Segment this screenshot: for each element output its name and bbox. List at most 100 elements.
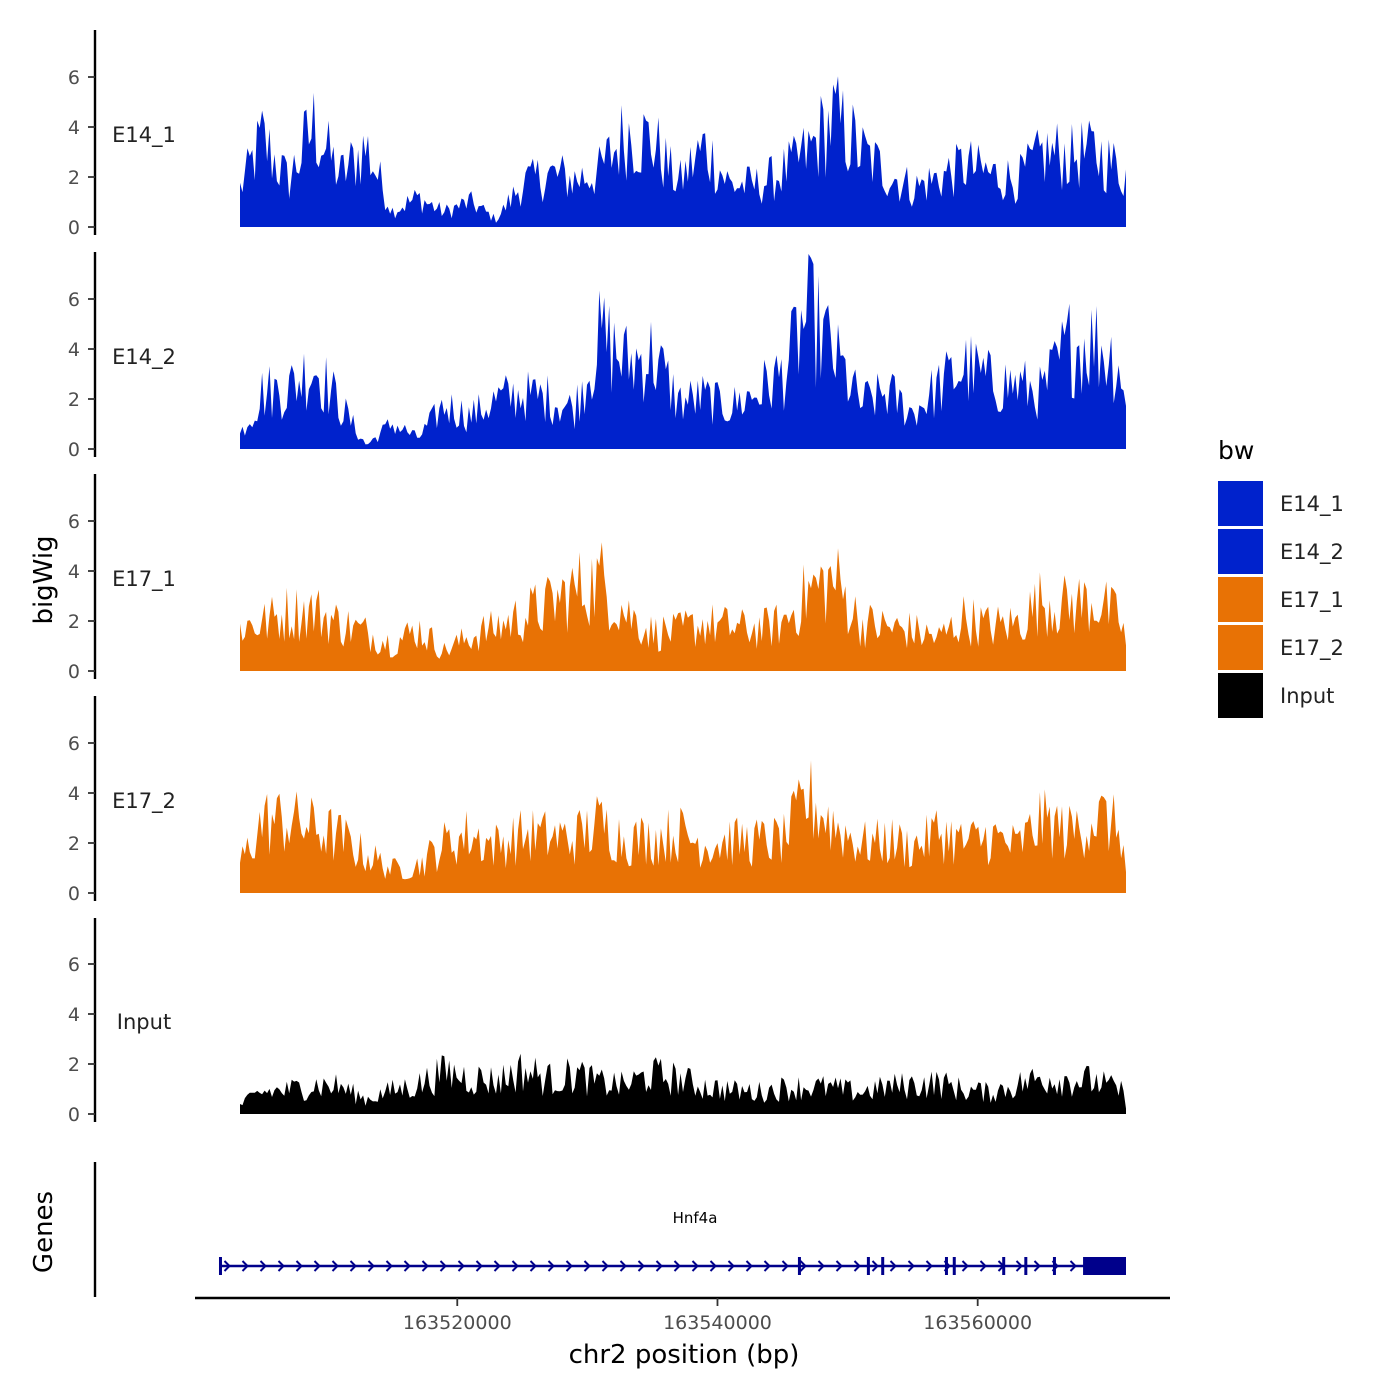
- strand-arrow: [241, 1260, 249, 1272]
- y-tick-label: 4: [68, 339, 80, 361]
- legend: bw E14_1 E14_2 E17_1 E17_2 Input: [1218, 436, 1344, 718]
- strand-arrow: [367, 1260, 375, 1272]
- strand-arrow: [727, 1260, 735, 1272]
- legend-swatch: [1218, 673, 1263, 718]
- track-label: E14_1: [112, 123, 176, 148]
- strand-arrow: [619, 1260, 627, 1272]
- exon: [952, 1257, 956, 1275]
- strand-arrow: [493, 1260, 501, 1272]
- strand-arrow: [691, 1260, 699, 1272]
- y-tick-label: 6: [68, 289, 80, 311]
- legend-label: E17_1: [1280, 588, 1344, 613]
- strand-arrow: [259, 1260, 267, 1272]
- strand-arrow: [817, 1260, 825, 1272]
- strand-arrow: [853, 1260, 861, 1272]
- legend-item: E14_2: [1218, 529, 1344, 574]
- exon: [1024, 1257, 1028, 1275]
- coverage-area-e17-1: [240, 542, 1126, 671]
- track-e17-1: 0 2 4 6 E17_1: [68, 474, 1126, 683]
- strand-arrow: [709, 1260, 717, 1272]
- track-label: Input: [117, 1010, 171, 1034]
- strand-arrow: [835, 1260, 843, 1272]
- coverage-area-input: [240, 1053, 1126, 1114]
- strand-arrow: [547, 1260, 555, 1272]
- strand-arrow: [313, 1260, 321, 1272]
- y-tick-label: 4: [68, 1004, 80, 1026]
- legend-swatch: [1218, 529, 1263, 574]
- y-tick-label: 2: [68, 389, 80, 411]
- y-tick-label: 0: [68, 661, 80, 683]
- exon-utr: [1083, 1257, 1126, 1275]
- gene-track-title: Genes: [29, 1191, 59, 1273]
- strand-arrow: [475, 1260, 483, 1272]
- legend-label: E14_2: [1280, 540, 1344, 565]
- x-tick-label: 163540000: [663, 1312, 772, 1334]
- legend-swatch: [1218, 577, 1263, 622]
- legend-swatch: [1218, 481, 1263, 526]
- strand-arrow: [331, 1260, 339, 1272]
- x-axis: 163520000 163540000 163560000: [195, 1296, 1170, 1334]
- strand-arrow: [925, 1260, 933, 1272]
- strand-arrow: [511, 1260, 519, 1272]
- y-tick-label: 4: [68, 117, 80, 139]
- track-label: E17_1: [112, 567, 176, 592]
- legend-item: E14_1: [1218, 481, 1344, 526]
- strand-arrow: [295, 1260, 303, 1272]
- y-tick-label: 6: [68, 954, 80, 976]
- coverage-area-e14-2: [240, 254, 1126, 449]
- x-tick-label: 163560000: [923, 1312, 1032, 1334]
- strand-arrow: [781, 1260, 789, 1272]
- strand-arrow: [871, 1260, 879, 1272]
- y-tick-label: 6: [68, 67, 80, 89]
- legend-item: E17_2: [1218, 625, 1344, 670]
- gene-track: Hnf4a: [93, 1162, 1126, 1297]
- y-tick-label: 4: [68, 783, 80, 805]
- exon: [1002, 1257, 1006, 1275]
- y-tick-label: 0: [68, 883, 80, 905]
- strand-arrow: [349, 1260, 357, 1272]
- legend-label: E17_2: [1280, 636, 1344, 661]
- strand-arrow: [1033, 1260, 1041, 1272]
- track-e17-2: 0 2 4 6 E17_2: [68, 696, 1126, 905]
- y-tick-label: 2: [68, 611, 80, 633]
- track-e14-1: 0 2 4 6 E14_1: [68, 30, 1126, 239]
- strand-arrow: [601, 1260, 609, 1272]
- strand-arrow: [979, 1260, 987, 1272]
- y-axis-title: bigWig: [29, 535, 59, 624]
- exon: [797, 1257, 801, 1275]
- strand-arrow: [457, 1260, 465, 1272]
- y-tick-label: 6: [68, 511, 80, 533]
- strand-arrow: [421, 1260, 429, 1272]
- x-tick-label: 163520000: [403, 1312, 512, 1334]
- strand-arrow: [961, 1260, 969, 1272]
- legend-swatch: [1218, 625, 1263, 670]
- exon: [866, 1257, 870, 1275]
- strand-arrow: [1069, 1260, 1077, 1272]
- gene-name: Hnf4a: [673, 1209, 718, 1227]
- legend-title: bw: [1218, 436, 1254, 465]
- coverage-area-e14-1: [240, 76, 1126, 227]
- y-tick-label: 2: [68, 167, 80, 189]
- exon: [881, 1257, 885, 1275]
- track-label: E17_2: [112, 789, 176, 814]
- track-label: E14_2: [112, 345, 176, 370]
- legend-item: Input: [1218, 673, 1334, 718]
- y-tick-label: 0: [68, 439, 80, 461]
- strand-arrow: [277, 1260, 285, 1272]
- strand-arrow: [889, 1260, 897, 1272]
- track-e14-2: 0 2 4 6 E14_2: [68, 252, 1126, 461]
- x-axis-title: chr2 position (bp): [569, 1340, 800, 1370]
- strand-arrow: [799, 1260, 807, 1272]
- y-tick-label: 2: [68, 1054, 80, 1076]
- y-tick-label: 0: [68, 1104, 80, 1126]
- strand-arrow: [907, 1260, 915, 1272]
- y-tick-label: 4: [68, 561, 80, 583]
- strand-arrow: [385, 1260, 393, 1272]
- strand-arrow: [223, 1260, 231, 1272]
- strand-arrow: [403, 1260, 411, 1272]
- strand-arrow: [763, 1260, 771, 1272]
- y-tick-label: 6: [68, 733, 80, 755]
- legend-item: E17_1: [1218, 577, 1344, 622]
- strand-arrow: [439, 1260, 447, 1272]
